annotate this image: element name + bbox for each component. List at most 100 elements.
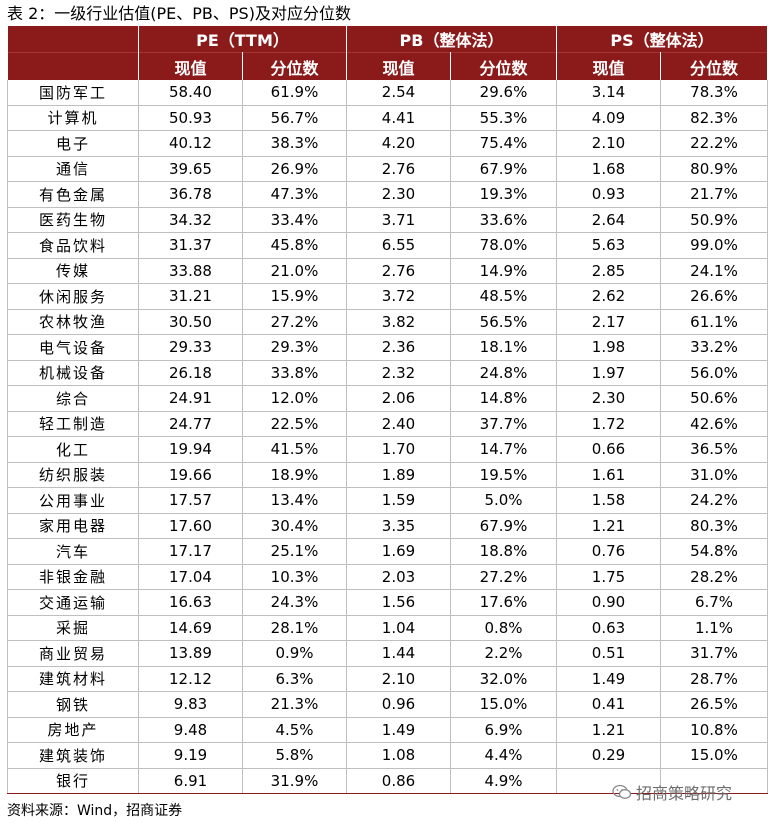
pb-value-cell: 1.08 xyxy=(346,742,451,769)
industry-name-cell: 农林牧渔 xyxy=(7,309,139,335)
pe-percentile-cell: 22.5% xyxy=(242,411,347,437)
ps-percentile-cell xyxy=(660,768,769,794)
table-row: 医药生物 34.32 33.4% 3.71 33.6% 2.64 50.9% xyxy=(7,207,769,233)
ps-value-cell: 0.51 xyxy=(556,640,661,667)
pb-percentile-cell: 19.3% xyxy=(450,181,557,208)
pb-value-cell: 2.76 xyxy=(346,156,451,182)
industry-name-cell: 机械设备 xyxy=(7,360,139,386)
ps-percentile-cell: 42.6% xyxy=(660,411,769,437)
pb-percentile-cell: 4.9% xyxy=(450,768,557,794)
ps-value-cell: 0.90 xyxy=(556,589,661,616)
pe-percentile-cell: 47.3% xyxy=(242,181,347,208)
pe-percentile-cell: 6.3% xyxy=(242,666,347,692)
pb-percentile-cell: 32.0% xyxy=(450,666,557,692)
ps-value-cell: 5.63 xyxy=(556,232,661,259)
ps-percentile-cell: 6.7% xyxy=(660,589,769,616)
pb-value-cell: 2.30 xyxy=(346,181,451,208)
pb-percentile-cell: 15.0% xyxy=(450,691,557,718)
pb-percentile-cell: 67.9% xyxy=(450,513,557,539)
subheader-pe-value: 现值 xyxy=(138,52,243,80)
ps-value-cell: 2.30 xyxy=(556,385,661,412)
pe-percentile-cell: 25.1% xyxy=(242,538,347,565)
table-row: 汽车 17.17 25.1% 1.69 18.8% 0.76 54.8% xyxy=(7,538,769,565)
watermark-text: 招商策略研究 xyxy=(636,784,733,803)
pb-percentile-cell: 14.9% xyxy=(450,258,557,284)
pb-percentile-cell: 24.8% xyxy=(450,360,557,386)
ps-value-cell: 2.62 xyxy=(556,283,661,310)
table-row: 采掘 14.69 28.1% 1.04 0.8% 0.63 1.1% xyxy=(7,615,769,641)
pe-value-cell: 36.78 xyxy=(138,181,243,208)
table-row: 银行 6.91 31.9% 0.86 4.9% xyxy=(7,768,769,794)
pe-value-cell: 24.77 xyxy=(138,411,243,437)
ps-percentile-cell: 50.9% xyxy=(660,207,769,233)
pb-value-cell: 3.72 xyxy=(346,283,451,310)
pe-percentile-cell: 27.2% xyxy=(242,309,347,335)
industry-name-cell: 医药生物 xyxy=(7,207,139,233)
wechat-icon xyxy=(612,784,632,799)
pe-value-cell: 13.89 xyxy=(138,640,243,667)
ps-value-cell: 2.64 xyxy=(556,207,661,233)
ps-value-cell: 4.09 xyxy=(556,105,661,131)
group-header-row: PE（TTM） PB（整体法） PS（整体法） xyxy=(7,26,769,53)
table-row: 综合 24.91 12.0% 2.06 14.8% 2.30 50.6% xyxy=(7,385,769,412)
pb-value-cell: 1.70 xyxy=(346,436,451,463)
ps-value-cell: 1.72 xyxy=(556,411,661,437)
table-row: 钢铁 9.83 21.3% 0.96 15.0% 0.41 26.5% xyxy=(7,691,769,718)
pe-percentile-cell: 33.4% xyxy=(242,207,347,233)
pb-value-cell: 2.54 xyxy=(346,80,451,106)
table-row: 建筑装饰 9.19 5.8% 1.08 4.4% 0.29 15.0% xyxy=(7,742,769,769)
pb-value-cell: 2.32 xyxy=(346,360,451,386)
pe-percentile-cell: 56.7% xyxy=(242,105,347,131)
table-body: 国防军工 58.40 61.9% 2.54 29.6% 3.14 78.3% 计算机 50.93… xyxy=(7,80,769,794)
pb-percentile-cell: 2.2% xyxy=(450,640,557,667)
pe-value-cell: 16.63 xyxy=(138,589,243,616)
pe-percentile-cell: 41.5% xyxy=(242,436,347,463)
pb-value-cell: 3.35 xyxy=(346,513,451,539)
pb-percentile-cell: 17.6% xyxy=(450,589,557,616)
pb-value-cell: 3.82 xyxy=(346,309,451,335)
ps-value-cell: 0.41 xyxy=(556,691,661,718)
pb-percentile-cell: 4.4% xyxy=(450,742,557,769)
ps-value-cell: 1.68 xyxy=(556,156,661,182)
pe-percentile-cell: 45.8% xyxy=(242,232,347,259)
pb-percentile-cell: 67.9% xyxy=(450,156,557,182)
pe-percentile-cell: 5.8% xyxy=(242,742,347,769)
industry-name-cell: 建筑装饰 xyxy=(7,742,139,769)
pb-percentile-cell: 18.1% xyxy=(450,334,557,361)
subheader-ps-percentile: 分位数 xyxy=(660,52,769,80)
ps-percentile-cell: 50.6% xyxy=(660,385,769,412)
pb-value-cell: 0.86 xyxy=(346,768,451,794)
pe-percentile-cell: 21.0% xyxy=(242,258,347,284)
table-row: 建筑材料 12.12 6.3% 2.10 32.0% 1.49 28.7% xyxy=(7,666,769,692)
valuation-table: PE（TTM） PB（整体法） PS（整体法） 现值 分位数 现值 分位数 现值… xyxy=(7,26,769,794)
source-note: 资料来源：Wind，招商证券 xyxy=(7,803,183,819)
table-row: 有色金属 36.78 47.3% 2.30 19.3% 0.93 21.7% xyxy=(7,181,769,208)
industry-name-cell: 汽车 xyxy=(7,538,139,565)
pe-percentile-cell: 33.8% xyxy=(242,360,347,386)
table-row: 食品饮料 31.37 45.8% 6.55 78.0% 5.63 99.0% xyxy=(7,232,769,259)
ps-value-cell: 1.49 xyxy=(556,666,661,692)
pe-value-cell: 31.37 xyxy=(138,232,243,259)
pb-percentile-cell: 33.6% xyxy=(450,207,557,233)
table-row: 电气设备 29.33 29.3% 2.36 18.1% 1.98 33.2% xyxy=(7,334,769,361)
subheader-pe-percentile: 分位数 xyxy=(242,52,347,80)
pe-percentile-cell: 0.9% xyxy=(242,640,347,667)
pe-percentile-cell: 15.9% xyxy=(242,283,347,310)
pb-value-cell: 1.49 xyxy=(346,717,451,743)
ps-percentile-cell: 78.3% xyxy=(660,80,769,106)
ps-percentile-cell: 26.6% xyxy=(660,283,769,310)
subheader-pb-percentile: 分位数 xyxy=(450,52,557,80)
pb-value-cell: 3.71 xyxy=(346,207,451,233)
group-header-pe: PE（TTM） xyxy=(138,26,347,53)
industry-name-cell: 计算机 xyxy=(7,105,139,131)
industry-name-cell: 建筑材料 xyxy=(7,666,139,692)
table-row: 房地产 9.48 4.5% 1.49 6.9% 1.21 10.8% xyxy=(7,717,769,743)
pb-percentile-cell: 18.8% xyxy=(450,538,557,565)
pe-percentile-cell: 18.9% xyxy=(242,462,347,488)
industry-name-cell: 采掘 xyxy=(7,615,139,641)
ps-percentile-cell: 22.2% xyxy=(660,130,769,157)
pb-percentile-cell: 56.5% xyxy=(450,309,557,335)
ps-percentile-cell: 31.7% xyxy=(660,640,769,667)
pe-percentile-cell: 13.4% xyxy=(242,487,347,514)
pe-value-cell: 17.57 xyxy=(138,487,243,514)
